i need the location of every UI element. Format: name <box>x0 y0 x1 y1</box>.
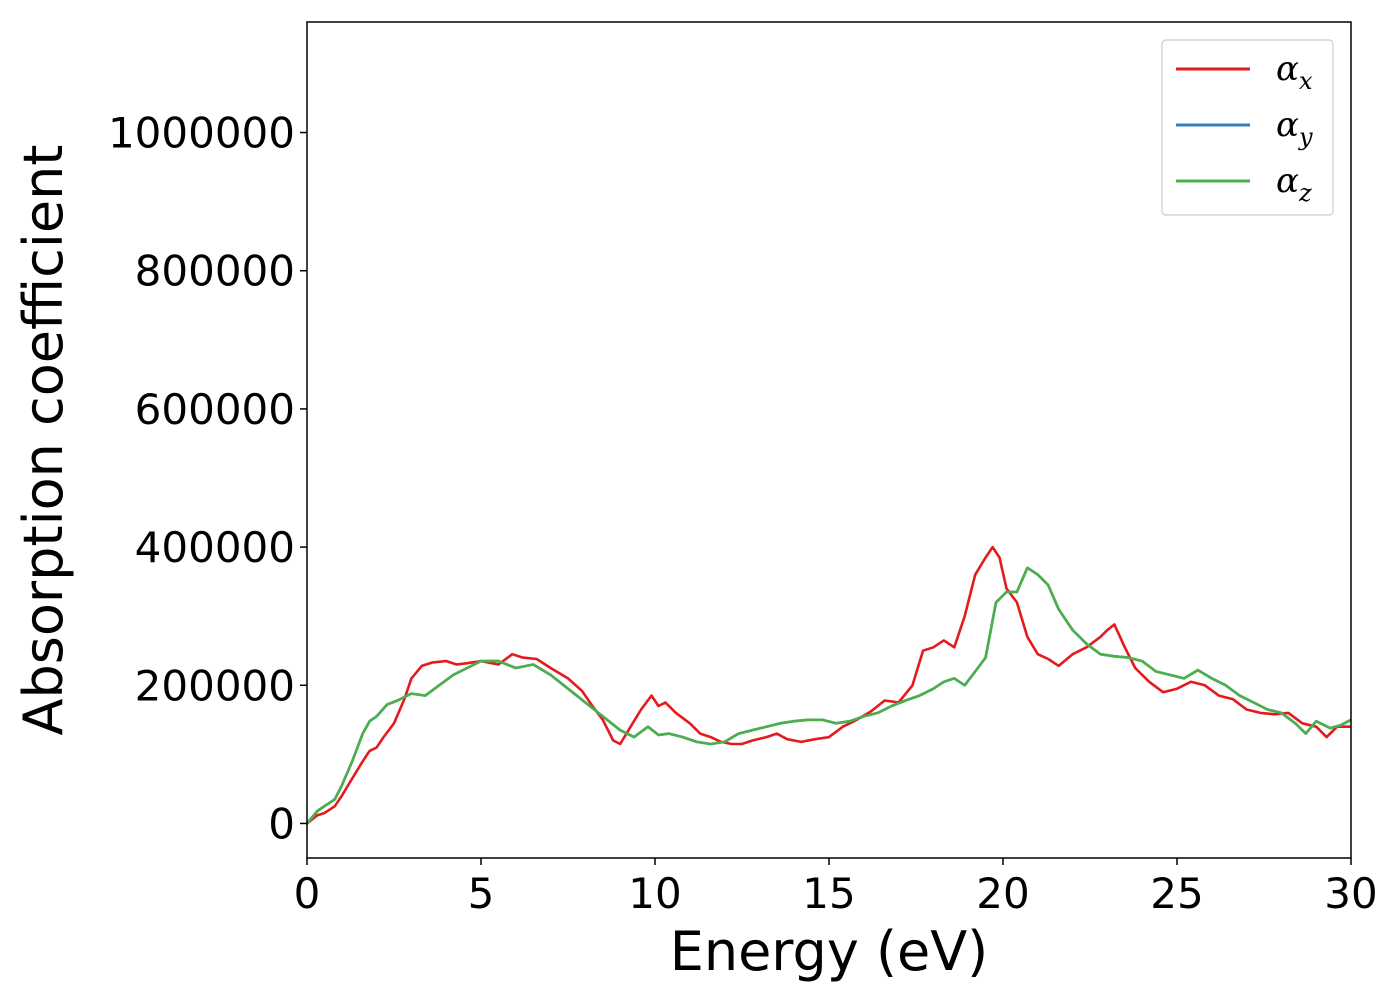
legend-label-y: αy <box>1276 105 1313 151</box>
y-tick-label: 800000 <box>135 247 295 296</box>
x-tick-label: 0 <box>294 869 321 918</box>
legend-box <box>1161 39 1334 216</box>
x-axis-ticks: 0 5 10 15 20 25 30 <box>294 858 1378 918</box>
legend-label-x: αx <box>1276 49 1313 95</box>
y-tick-label: 1000000 <box>108 109 295 158</box>
series-line-y <box>306 566 1352 825</box>
y-axis-ticks: 0 200000 400000 600000 800000 1000000 <box>108 109 307 848</box>
series-line-z <box>306 566 1352 825</box>
y-tick-label: 200000 <box>135 661 295 710</box>
x-tick-label: 15 <box>802 869 855 918</box>
x-tick-label: 30 <box>1324 869 1377 918</box>
y-tick-label: 600000 <box>135 385 295 434</box>
y-tick-label: 400000 <box>135 523 295 572</box>
x-tick-label: 25 <box>1150 869 1203 918</box>
x-tick-label: 10 <box>628 869 681 918</box>
legend-label-z: αz <box>1276 161 1312 207</box>
series-layer <box>306 545 1352 825</box>
legend: αx αy αz <box>1161 39 1334 216</box>
x-axis-label: Energy (eV) <box>670 920 989 983</box>
x-tick-label: 5 <box>468 869 495 918</box>
y-axis-label: Absorption coefficient <box>12 145 75 736</box>
y-tick-label: 0 <box>268 799 295 848</box>
series-line-x <box>306 545 1351 825</box>
x-tick-label: 20 <box>976 869 1029 918</box>
